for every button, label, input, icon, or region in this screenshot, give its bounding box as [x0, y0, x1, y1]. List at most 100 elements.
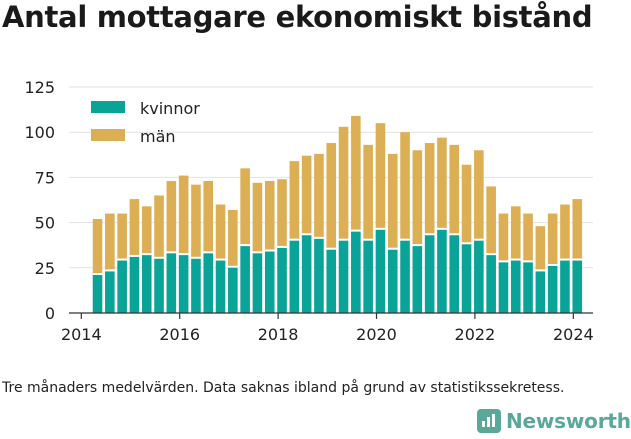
y-tick-label: 50: [35, 214, 55, 233]
footnote: Tre månaders medelvärden. Data saknas ib…: [2, 380, 565, 396]
x-tick-label: 2022: [455, 325, 496, 344]
bar-kvinnor: [338, 240, 349, 313]
bar-kvinnor: [178, 255, 189, 313]
bar-kvinnor: [141, 255, 152, 313]
chart-title: Antal mottagare ekonomiskt bistånd: [2, 0, 593, 34]
bar-man: [461, 164, 472, 243]
bar-kvinnor: [92, 275, 103, 313]
bar-kvinnor: [461, 244, 472, 313]
bar-kvinnor: [277, 247, 287, 313]
bar-man: [264, 181, 275, 250]
legend: kvinnor män: [91, 99, 200, 146]
bar-kvinnor: [375, 229, 386, 313]
bar-man: [129, 199, 140, 255]
bar-man: [326, 143, 337, 248]
legend-label-kvinnor: kvinnor: [140, 99, 200, 118]
y-tick-label: 25: [35, 259, 55, 278]
brand-name: Newsworthy: [506, 409, 631, 433]
bar-kvinnor: [523, 262, 533, 313]
bar-man: [203, 181, 214, 252]
y-tick-label: 125: [24, 78, 55, 97]
bar-kvinnor: [351, 231, 361, 313]
bar-kvinnor: [240, 246, 250, 313]
bar-man: [92, 218, 103, 274]
bar-man: [437, 137, 447, 228]
bars: [92, 115, 583, 313]
bar-man: [375, 123, 386, 228]
bar-kvinnor: [547, 265, 558, 313]
x-tick-label: 2016: [159, 325, 200, 344]
bar-man: [412, 150, 423, 245]
bar-man: [252, 182, 263, 252]
bar-man: [363, 144, 373, 239]
bar-kvinnor: [474, 240, 484, 313]
legend-swatch-man: [91, 129, 125, 141]
bar-man: [510, 206, 521, 259]
bar-kvinnor: [486, 255, 496, 313]
bar-kvinnor: [215, 260, 226, 313]
bar-man: [474, 150, 484, 239]
bar-kvinnor: [535, 271, 546, 313]
bar-man: [117, 213, 127, 259]
y-tick-label: 0: [45, 304, 55, 323]
bar-man: [572, 199, 583, 259]
newsworthy-logo-icon: [477, 409, 501, 433]
stacked-bar-chart: 0 25 50 75 100 125 2014 2016 2018 2020 2022 2024 k…: [24, 78, 594, 344]
bar-kvinnor: [228, 267, 238, 313]
bar-man: [178, 175, 189, 254]
bar-kvinnor: [572, 260, 583, 313]
x-tick-label: 2020: [356, 325, 397, 344]
y-tick-label: 100: [24, 123, 55, 142]
bar-man: [105, 213, 115, 270]
y-axis: 0 25 50 75 100 125: [24, 78, 55, 323]
bar-kvinnor: [252, 253, 263, 313]
bar-kvinnor: [105, 271, 115, 313]
bar-man: [351, 115, 361, 230]
bar-kvinnor: [129, 256, 140, 313]
legend-swatch-kvinnor: [91, 101, 125, 113]
bar-man: [191, 184, 201, 257]
bar-kvinnor: [289, 240, 300, 313]
bar-man: [449, 144, 460, 234]
bar-kvinnor: [363, 240, 373, 313]
bar-man: [387, 153, 398, 248]
x-axis: 2014 2016 2018 2020 2022 2024: [61, 312, 594, 344]
bar-man: [523, 213, 533, 261]
bar-man: [215, 204, 226, 259]
x-tick-label: 2018: [258, 325, 299, 344]
bar-kvinnor: [264, 251, 275, 313]
bar-man: [314, 153, 324, 237]
bar-man: [240, 168, 250, 245]
bar-kvinnor: [510, 260, 521, 313]
bar-man: [498, 213, 509, 261]
bar-kvinnor: [166, 253, 177, 313]
bar-kvinnor: [301, 235, 312, 313]
y-tick-label: 75: [35, 168, 55, 187]
bar-man: [228, 209, 238, 266]
x-tick-label: 2024: [553, 325, 594, 344]
bar-man: [424, 143, 435, 234]
legend-label-man: män: [140, 127, 176, 146]
bar-man: [560, 204, 570, 259]
bar-kvinnor: [154, 258, 164, 313]
bar-man: [547, 213, 558, 264]
brand-logo: Newsworthy: [477, 409, 631, 433]
bar-kvinnor: [314, 238, 324, 313]
bar-man: [277, 179, 287, 246]
bar-kvinnor: [437, 229, 447, 313]
bar-kvinnor: [387, 249, 398, 313]
bar-man: [166, 181, 177, 252]
bar-man: [289, 161, 300, 239]
bar-kvinnor: [560, 260, 570, 313]
bar-kvinnor: [326, 249, 337, 313]
bar-kvinnor: [117, 260, 127, 313]
bar-man: [535, 226, 546, 270]
bar-kvinnor: [191, 258, 201, 313]
bar-kvinnor: [412, 246, 423, 313]
bar-man: [141, 206, 152, 254]
bar-man: [154, 195, 164, 257]
bar-kvinnor: [498, 262, 509, 313]
bar-kvinnor: [203, 253, 214, 313]
bar-kvinnor: [449, 235, 460, 313]
x-tick-label: 2014: [61, 325, 102, 344]
